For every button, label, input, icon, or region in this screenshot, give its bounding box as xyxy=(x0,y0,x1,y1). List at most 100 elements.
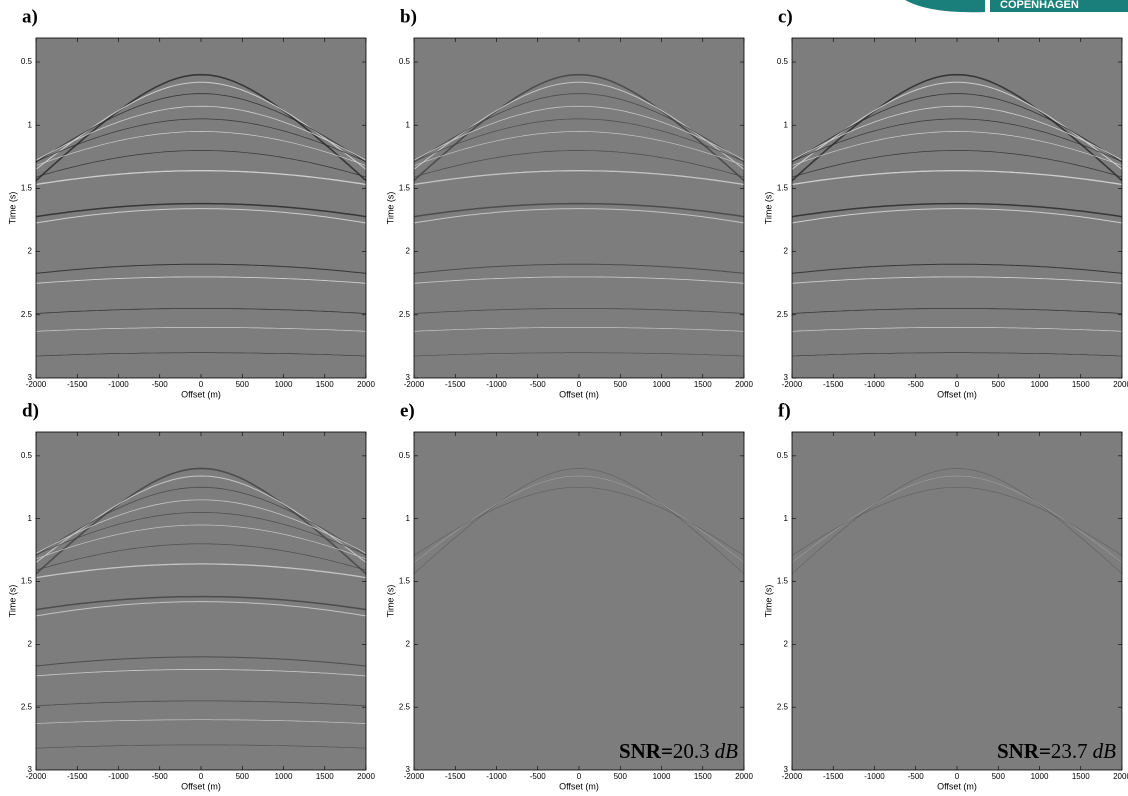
snr-annotation: SNR=23.7 dB xyxy=(997,739,1116,763)
snr-label: SNR= xyxy=(997,739,1051,763)
seismic-event xyxy=(36,263,366,274)
y-tick-label: 2.5 xyxy=(21,702,33,711)
seismic-image xyxy=(792,73,1122,357)
seismic-event xyxy=(792,487,1122,556)
x-tick-label: 1500 xyxy=(316,380,334,389)
x-tick-label: 500 xyxy=(992,772,1006,781)
seismic-event xyxy=(792,118,1122,162)
seismic-event xyxy=(792,131,1122,167)
x-tick-label: -500 xyxy=(152,380,169,389)
x-tick-label: 500 xyxy=(236,380,250,389)
seismic-event xyxy=(36,486,366,556)
y-tick-label: 0.5 xyxy=(21,57,33,66)
seismic-event xyxy=(414,93,744,163)
seismic-event xyxy=(36,669,366,677)
seismic-event xyxy=(414,208,744,224)
seismic-event xyxy=(414,308,744,314)
x-tick-label: 500 xyxy=(236,772,250,781)
seismic-event xyxy=(36,499,366,554)
x-tick-label: -1000 xyxy=(108,380,129,389)
seismic-event xyxy=(36,118,366,162)
x-axis-label: Offset (m) xyxy=(181,781,221,791)
x-tick-label: -1000 xyxy=(108,772,129,781)
x-tick-label: -1000 xyxy=(864,772,885,781)
x-tick-label: -2000 xyxy=(26,380,47,389)
y-tick-label: 1 xyxy=(28,120,33,129)
x-tick-label: -1500 xyxy=(445,772,466,781)
x-tick-label: -1500 xyxy=(67,772,88,781)
x-tick-label: 1500 xyxy=(1072,772,1090,781)
x-tick-label: 1000 xyxy=(275,380,293,389)
y-tick-label: 1.5 xyxy=(399,577,411,586)
x-tick-label: -1500 xyxy=(823,380,844,389)
x-tick-label: 1000 xyxy=(653,772,671,781)
x-tick-label: -2000 xyxy=(782,380,803,389)
seismic-event xyxy=(792,150,1122,178)
panel-label: c) xyxy=(778,6,793,27)
logo-text: COPENHAGEN xyxy=(1000,0,1079,11)
seismic-event xyxy=(414,276,744,284)
x-tick-label: -500 xyxy=(530,380,547,389)
y-tick-label: 3 xyxy=(406,373,411,382)
logo: COPENHAGEN xyxy=(905,0,1128,13)
seismic-event xyxy=(36,276,366,284)
seismic-event xyxy=(792,208,1122,224)
x-tick-label: 1000 xyxy=(1031,380,1049,389)
seismic-event xyxy=(36,308,366,314)
y-tick-label: 2.5 xyxy=(399,702,411,711)
seismic-event xyxy=(792,468,1122,575)
y-tick-label: 0.5 xyxy=(399,451,411,460)
y-tick-label: 2 xyxy=(784,247,789,256)
y-tick-label: 1.5 xyxy=(21,184,33,193)
x-tick-label: 0 xyxy=(955,772,960,781)
x-tick-label: -1500 xyxy=(445,380,466,389)
x-tick-label: 2000 xyxy=(1113,380,1128,389)
seismic-event xyxy=(792,475,1122,563)
x-tick-label: 500 xyxy=(614,772,628,781)
y-tick-label: 2 xyxy=(406,247,411,256)
y-tick-label: 2.5 xyxy=(399,310,411,319)
seismic-event xyxy=(414,170,744,186)
seismic-event xyxy=(36,601,366,617)
panel: -2000 -1500 -1000 -500 0 500 1000 1500 2000 0.5 1 1… xyxy=(385,6,753,399)
seismic-image xyxy=(414,468,744,575)
y-axis-label: Time (s) xyxy=(763,585,773,618)
seismic-event xyxy=(36,524,366,560)
x-tick-label: -1500 xyxy=(823,772,844,781)
seismic-event xyxy=(414,263,744,274)
logo-mark xyxy=(905,0,985,13)
seismic-event xyxy=(792,263,1122,274)
x-tick-label: 2000 xyxy=(357,772,375,781)
seismic-event xyxy=(414,118,744,162)
x-tick-label: -500 xyxy=(908,772,925,781)
panel-label: e) xyxy=(400,400,415,421)
seismic-event xyxy=(36,700,366,707)
seismic-event xyxy=(414,475,744,563)
seismic-event xyxy=(792,308,1122,314)
y-tick-label: 2 xyxy=(784,639,789,648)
x-tick-label: 1500 xyxy=(1072,380,1090,389)
x-tick-label: 0 xyxy=(577,772,582,781)
panel-label: b) xyxy=(400,6,417,27)
x-tick-label: 1000 xyxy=(275,772,293,781)
seismic-event xyxy=(36,719,366,724)
seismic-event xyxy=(36,327,366,332)
seismic-event xyxy=(414,150,744,178)
panel-label: d) xyxy=(22,400,39,421)
y-tick-label: 0.5 xyxy=(777,57,789,66)
x-tick-label: -2000 xyxy=(404,380,425,389)
y-tick-label: 1.5 xyxy=(777,184,789,193)
x-axis-label: Offset (m) xyxy=(559,389,599,399)
x-axis-label: Offset (m) xyxy=(559,781,599,791)
y-tick-label: 1 xyxy=(406,514,411,523)
x-tick-label: -500 xyxy=(152,772,169,781)
y-axis-label: Time (s) xyxy=(7,192,17,225)
x-tick-label: -500 xyxy=(530,772,547,781)
x-axis-label: Offset (m) xyxy=(937,781,977,791)
seismic-event xyxy=(36,563,366,579)
y-tick-label: 2 xyxy=(28,639,33,648)
y-axis-label: Time (s) xyxy=(385,585,395,618)
y-tick-label: 2 xyxy=(28,247,33,256)
x-tick-label: 2000 xyxy=(357,380,375,389)
